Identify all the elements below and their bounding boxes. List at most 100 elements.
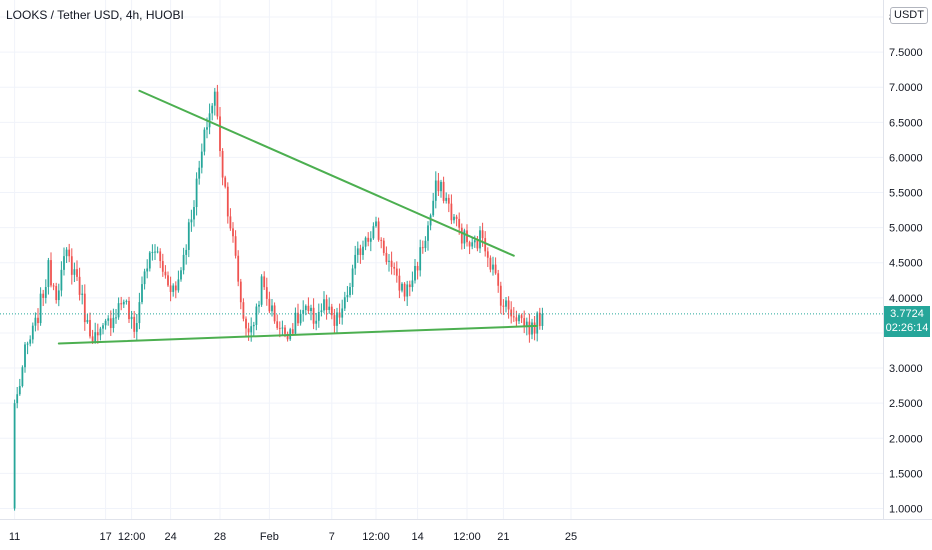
candle-body bbox=[237, 255, 240, 282]
trendline[interactable] bbox=[138, 89, 515, 257]
candle-body bbox=[195, 178, 198, 208]
candle-body bbox=[268, 298, 271, 312]
candle-body bbox=[512, 316, 515, 318]
candle-body bbox=[198, 167, 201, 179]
candle-body bbox=[291, 329, 294, 334]
price-axis[interactable]: 1.00001.50002.00002.50003.00003.50004.00… bbox=[889, 12, 923, 515]
candle-body bbox=[211, 105, 214, 114]
candle-body bbox=[180, 270, 182, 280]
candle-body bbox=[13, 403, 16, 509]
candle-body bbox=[525, 321, 528, 327]
candle-body bbox=[73, 269, 76, 275]
candle-body bbox=[408, 284, 411, 288]
candle-body bbox=[26, 343, 29, 345]
candle-body bbox=[427, 225, 429, 241]
candle-body bbox=[107, 318, 110, 321]
candle-body bbox=[362, 246, 364, 255]
candle-body bbox=[520, 315, 523, 319]
last-price-badge: 3.7724 02:26:14 bbox=[884, 306, 930, 337]
candle-body bbox=[234, 236, 237, 256]
candle-body bbox=[518, 315, 520, 322]
candle-body bbox=[419, 247, 422, 271]
candle-body bbox=[94, 332, 97, 343]
candle-body bbox=[304, 305, 307, 311]
candle-body bbox=[18, 386, 21, 395]
candle-body bbox=[133, 316, 136, 332]
candle-body bbox=[364, 237, 367, 247]
candle-body bbox=[395, 268, 398, 276]
candle-body bbox=[151, 251, 154, 253]
candle-body bbox=[44, 287, 47, 298]
time-tick-label: 7 bbox=[329, 531, 335, 543]
time-tick-label: 12:00 bbox=[118, 531, 146, 543]
candle-body bbox=[81, 293, 84, 295]
time-axis[interactable]: 11 17 12:00 24 28 Feb 7 12:00 14 12:00 21 25 bbox=[9, 531, 577, 543]
candle-body bbox=[63, 256, 65, 270]
candle-body bbox=[271, 305, 273, 312]
price-tick-label: 1.0000 bbox=[889, 503, 923, 515]
candle-body bbox=[382, 240, 385, 253]
candle-body bbox=[432, 200, 435, 216]
candle-body bbox=[523, 318, 526, 327]
price-tick-label: 1.5000 bbox=[889, 468, 923, 480]
candle-body bbox=[315, 320, 318, 324]
candle-body bbox=[109, 318, 112, 329]
candle-body bbox=[31, 325, 34, 340]
candle-body bbox=[187, 222, 190, 250]
time-tick-label: 12:00 bbox=[362, 531, 390, 543]
candle-body bbox=[421, 247, 424, 249]
candle-body bbox=[499, 285, 502, 306]
candle-body bbox=[213, 91, 216, 106]
candle-body bbox=[190, 219, 193, 223]
candle-body bbox=[310, 307, 312, 312]
candle-body bbox=[297, 312, 299, 324]
candle-body bbox=[406, 284, 409, 297]
candle-body bbox=[533, 322, 536, 334]
candle-body bbox=[172, 285, 175, 292]
candle-body bbox=[167, 275, 169, 286]
candle-body bbox=[531, 322, 533, 335]
currency-unit-label[interactable]: USDT bbox=[890, 7, 928, 24]
candle-body bbox=[476, 240, 479, 249]
candle-body bbox=[78, 276, 81, 295]
candle-body bbox=[247, 328, 250, 333]
candle-body bbox=[528, 321, 531, 335]
candle-body bbox=[50, 260, 52, 286]
time-tick-label: 17 bbox=[99, 531, 111, 543]
candle-body bbox=[434, 180, 437, 201]
candle-body bbox=[148, 252, 151, 269]
candle-body bbox=[468, 242, 471, 247]
candle-body bbox=[203, 129, 206, 152]
candle-body bbox=[200, 151, 203, 168]
candle-body bbox=[55, 286, 58, 301]
time-tick-label: 24 bbox=[164, 531, 176, 543]
candle-body bbox=[65, 249, 68, 257]
candle-body bbox=[260, 276, 263, 305]
symbol-title[interactable]: LOOKS / Tether USD, 4h, HUOBI bbox=[6, 8, 184, 22]
candle-body bbox=[164, 271, 167, 276]
candle-body bbox=[494, 264, 497, 274]
candle-body bbox=[86, 319, 89, 323]
candle-body bbox=[206, 127, 208, 130]
candle-body bbox=[221, 151, 224, 178]
candle-body bbox=[346, 295, 349, 298]
candle-body bbox=[42, 293, 45, 298]
candle-body bbox=[453, 216, 455, 221]
trendline[interactable] bbox=[57, 324, 539, 345]
candle-body bbox=[466, 230, 468, 243]
candle-body bbox=[440, 181, 442, 192]
trendline-layer[interactable] bbox=[57, 89, 539, 345]
candle-body bbox=[278, 327, 281, 329]
candlestick-series bbox=[13, 84, 544, 511]
price-tick-label: 5.0000 bbox=[889, 223, 923, 235]
candle-body bbox=[372, 226, 375, 239]
candle-body bbox=[341, 308, 344, 318]
candle-body bbox=[141, 284, 143, 303]
candle-body bbox=[463, 230, 466, 244]
candle-body bbox=[99, 328, 102, 336]
price-tick-label: 7.5000 bbox=[889, 47, 923, 59]
candle-body bbox=[447, 197, 450, 204]
time-tick-label: Feb bbox=[260, 531, 279, 543]
candle-body bbox=[338, 312, 341, 318]
